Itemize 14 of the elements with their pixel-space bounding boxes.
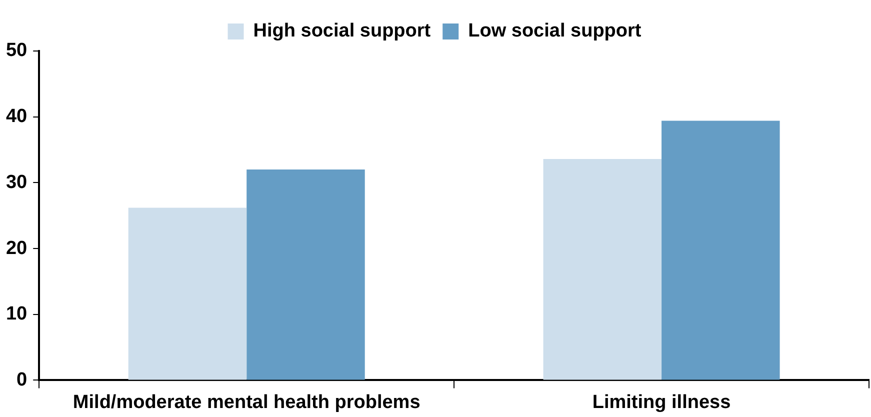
y-tick-label: 20	[6, 238, 28, 259]
bar	[662, 120, 780, 380]
y-tick-label: 0	[16, 369, 28, 390]
y-tick-label: 30	[6, 172, 28, 193]
bar	[246, 170, 365, 380]
x-tick-label: Limiting illness	[592, 392, 731, 413]
bar	[128, 208, 247, 380]
legend-label: High social support	[253, 20, 432, 42]
y-tick-label: 40	[6, 106, 28, 128]
x-tick-label: Mild/moderate mental health problems	[72, 392, 420, 413]
bar	[543, 158, 662, 380]
y-tick-label: 10	[6, 304, 28, 325]
y-tick-label: 50	[6, 40, 28, 62]
legend-label: Low social support	[468, 20, 642, 42]
